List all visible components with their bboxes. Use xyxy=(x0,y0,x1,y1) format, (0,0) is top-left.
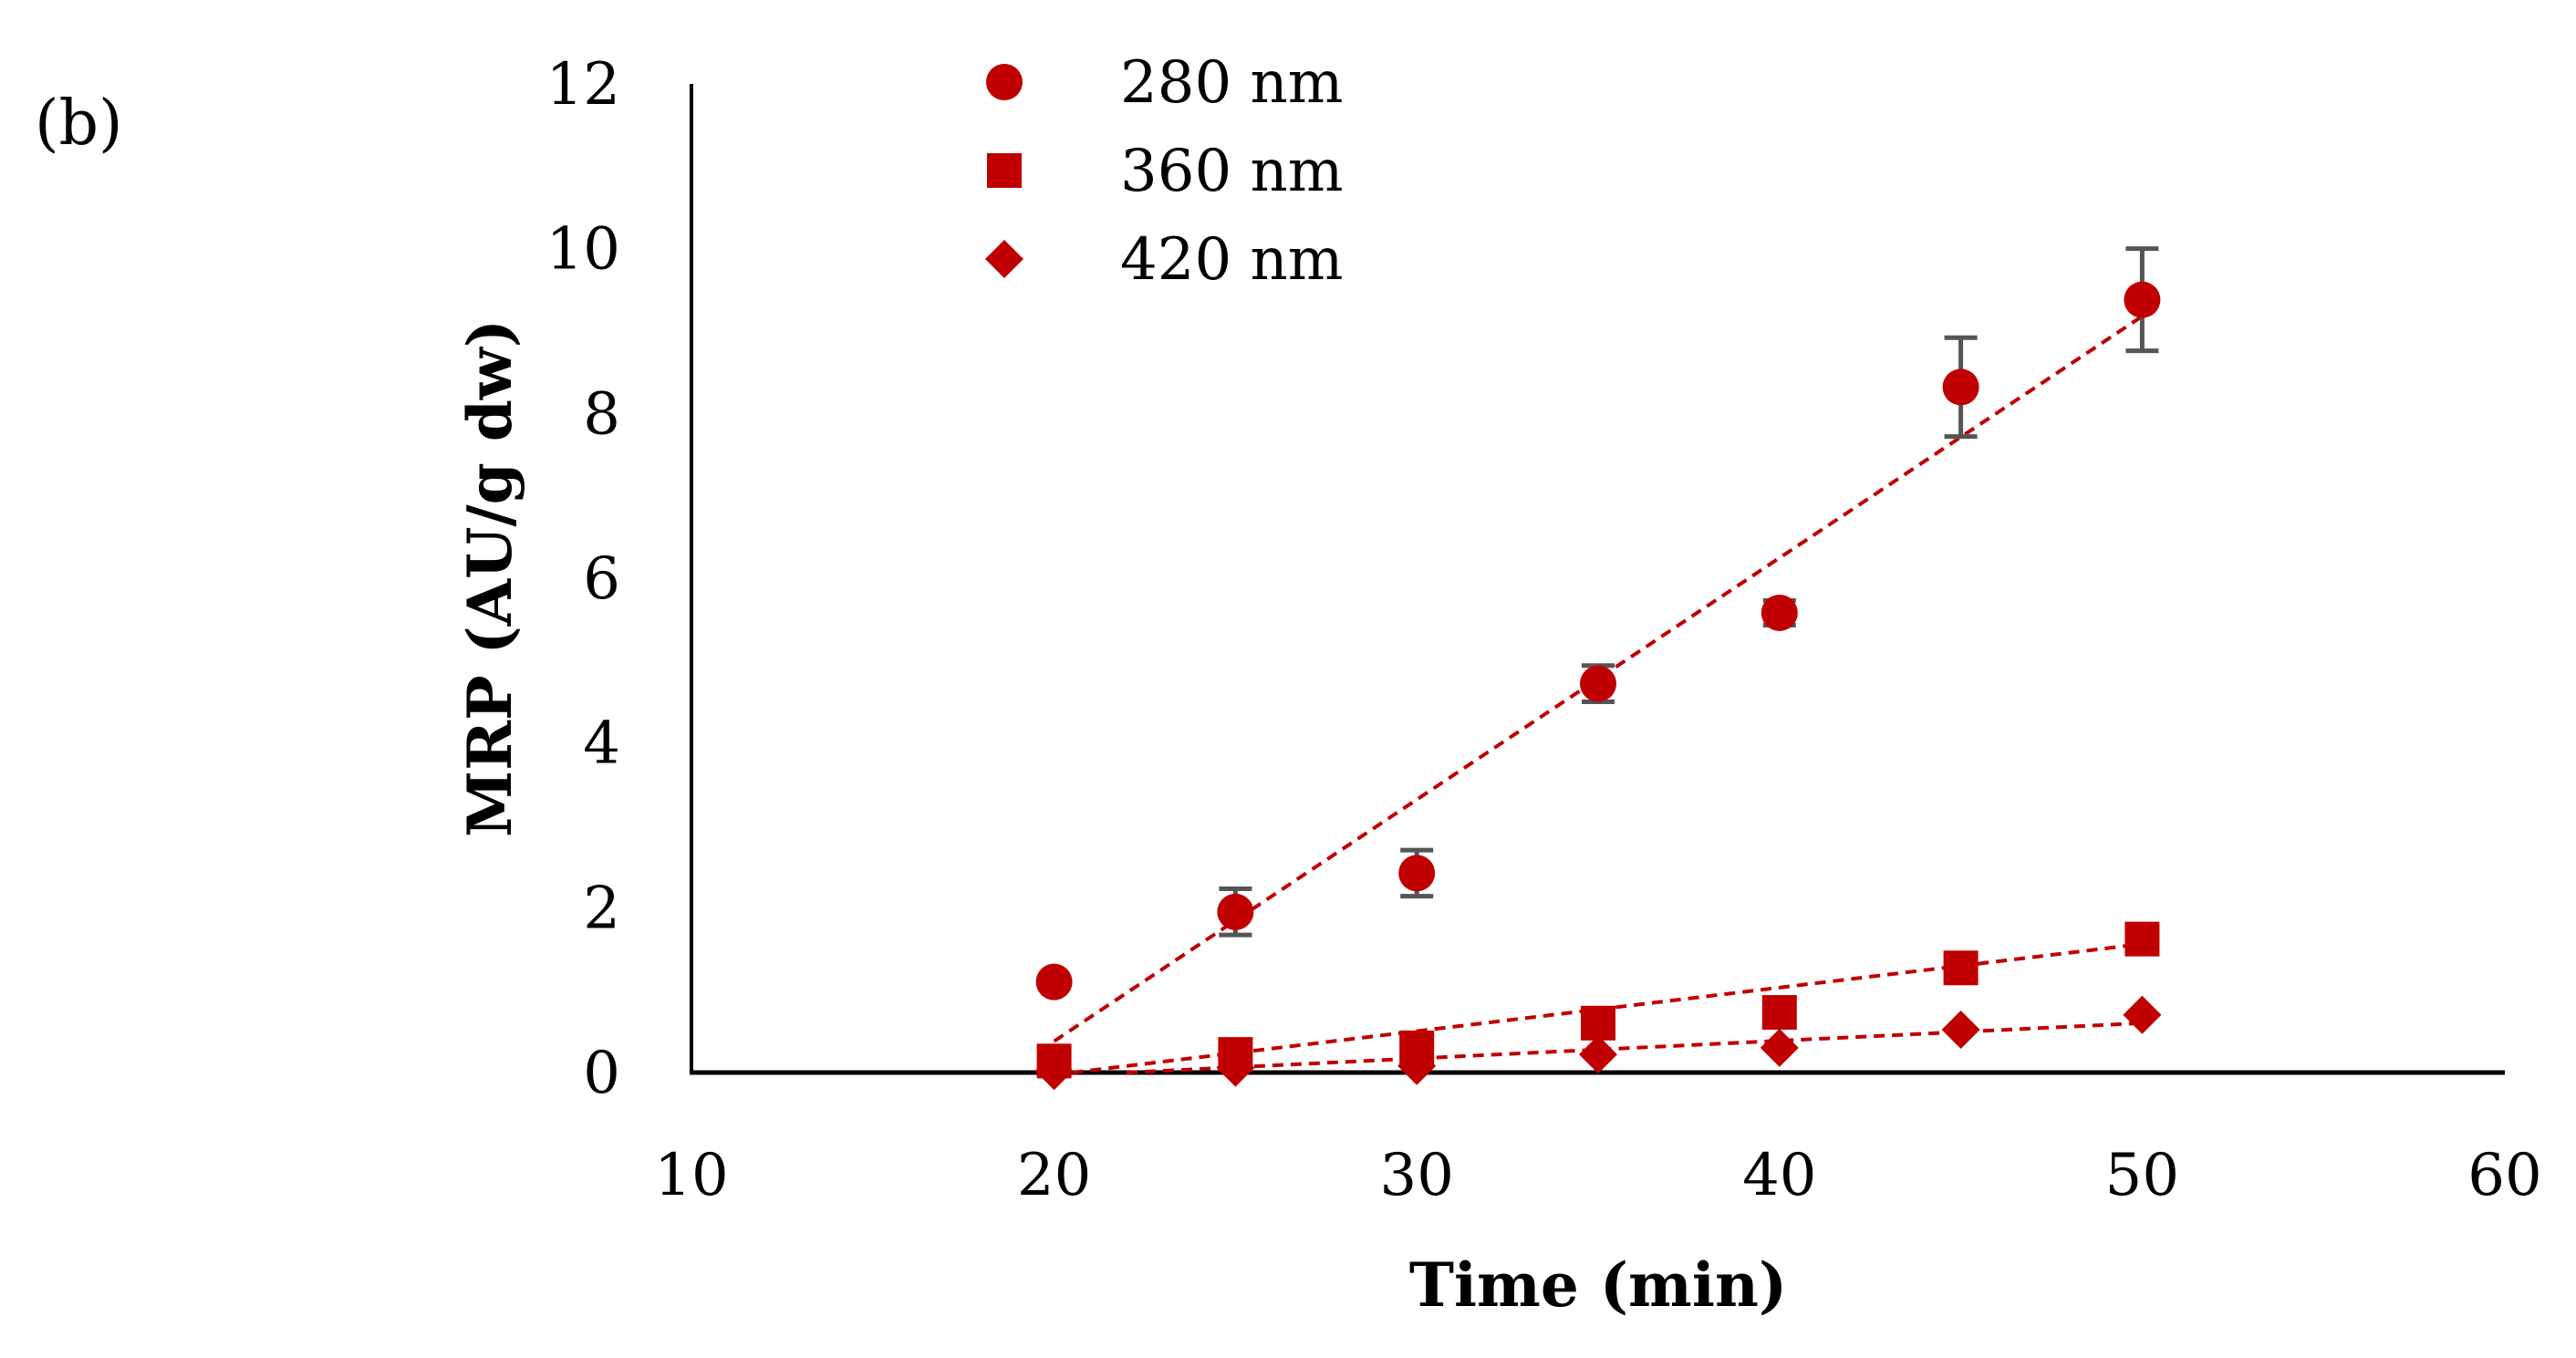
legend-label-360-nm: 360 nm xyxy=(1120,138,1343,205)
y-tick-labels: 0 2 4 6 8 10 12 xyxy=(546,51,620,1107)
data-point-280-nm xyxy=(1942,368,1979,406)
legend: 280 nm 360 nm 420 nm xyxy=(985,49,1343,294)
y-tick-label: 6 xyxy=(583,545,620,613)
x-axis-title: Time (min) xyxy=(1409,1249,1787,1321)
data-point-420-nm xyxy=(1941,1011,1980,1050)
data-point-360-nm xyxy=(1943,950,1979,986)
y-tick-label: 0 xyxy=(583,1040,620,1107)
x-tick-label: 40 xyxy=(1742,1142,1816,1209)
data-point-420-nm xyxy=(2123,995,2162,1034)
legend-marker-420-nm xyxy=(985,240,1023,278)
data-point-360-nm xyxy=(1581,1005,1615,1041)
data-point-280-nm xyxy=(1761,594,1798,631)
axes xyxy=(690,84,2505,1075)
x-tick-label: 20 xyxy=(1017,1142,1091,1209)
data-point-280-nm xyxy=(1398,855,1436,892)
data-point-420-nm xyxy=(1034,1052,1074,1091)
y-tick-label: 2 xyxy=(583,875,620,942)
legend-label-420-nm: 420 nm xyxy=(1120,226,1343,294)
legend-marker-280-nm xyxy=(986,64,1023,100)
legend-label-280-nm: 280 nm xyxy=(1120,49,1343,117)
data-point-280-nm xyxy=(1580,665,1616,702)
y-tick-label: 12 xyxy=(546,51,620,119)
data-point-280-nm xyxy=(1217,893,1254,930)
y-tick-label: 8 xyxy=(583,380,620,448)
data-point-280-nm xyxy=(2124,281,2161,318)
y-axis-title: MRP (AU/g dw) xyxy=(454,319,525,837)
x-tick-labels: 10 20 30 40 50 60 xyxy=(654,1142,2541,1209)
data-points xyxy=(1034,281,2162,1091)
x-tick-label: 30 xyxy=(1379,1142,1453,1209)
panel-label: (b) xyxy=(35,88,123,160)
x-tick-label: 10 xyxy=(654,1142,728,1209)
data-point-420-nm xyxy=(1579,1035,1617,1074)
data-point-360-nm xyxy=(1761,995,1797,1031)
data-point-420-nm xyxy=(1216,1048,1255,1087)
error-bars xyxy=(1219,246,2159,938)
x-tick-label: 50 xyxy=(2105,1142,2179,1209)
y-tick-label: 4 xyxy=(583,710,620,778)
y-tick-label: 10 xyxy=(546,216,620,284)
data-point-420-nm xyxy=(1397,1046,1437,1085)
data-point-280-nm xyxy=(1035,963,1073,1000)
data-point-420-nm xyxy=(1760,1028,1799,1067)
x-tick-label: 60 xyxy=(2467,1142,2541,1209)
data-point-360-nm xyxy=(2124,921,2160,957)
legend-marker-360-nm xyxy=(987,153,1022,188)
